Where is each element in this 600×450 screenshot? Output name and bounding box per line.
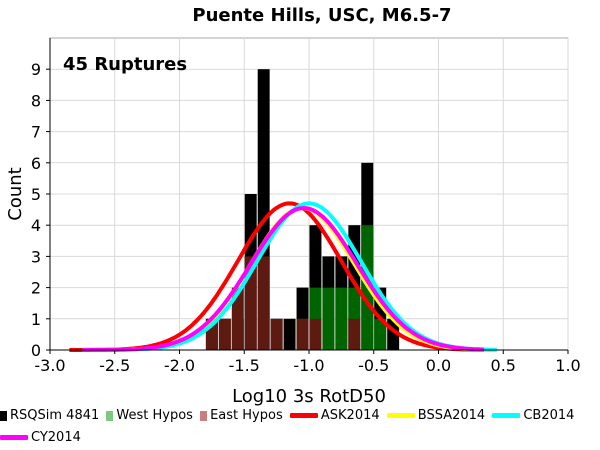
- legend-label: RSQSim 4841: [10, 408, 100, 423]
- y-tick-labels: 0 1 2 3 4 5 6 7 8 9: [31, 60, 41, 360]
- x-tick-label: -1.5: [229, 356, 260, 375]
- legend-item-bssa2014: BSSA2014: [386, 405, 486, 427]
- legend-item-cb2014: CB2014: [492, 405, 574, 427]
- y-tick-label: 7: [31, 123, 41, 142]
- legend-swatch: [0, 435, 28, 440]
- bar-east-hypos: [348, 318, 361, 350]
- bar-east-hypos: [296, 318, 309, 350]
- bar-east-hypos: [231, 287, 244, 350]
- y-tick-label: 4: [31, 216, 41, 235]
- x-tick-label: 0.0: [426, 356, 451, 375]
- axes: [46, 38, 569, 354]
- chart-title: Puente Hills, USC, M6.5-7: [192, 5, 451, 26]
- legend: RSQSim 4841 West Hypos East Hypos ASK201…: [0, 405, 600, 449]
- x-axis-label: Log10 3s RotD50: [232, 386, 386, 407]
- y-tick-label: 3: [31, 247, 41, 266]
- x-tick-labels: -3.0 -2.5 -2.0 -1.5 -1.0 -0.5 0.0 0.5 1.0: [34, 356, 580, 375]
- legend-swatch: [0, 410, 7, 421]
- rupture-count-annotation: 45 Ruptures: [63, 54, 187, 75]
- legend-item-ask2014: ASK2014: [289, 405, 380, 427]
- legend-item-rsqsim: RSQSim 4841: [0, 405, 99, 427]
- x-tick-label: -1.0: [293, 356, 324, 375]
- legend-label: CY2014: [31, 430, 81, 445]
- y-tick-label: 9: [31, 60, 41, 79]
- y-tick-label: 8: [31, 91, 41, 110]
- legend-label: ASK2014: [320, 408, 380, 423]
- y-tick-label: 5: [31, 185, 41, 204]
- bar-west-hypos: [335, 287, 348, 350]
- x-tick-label: -0.5: [358, 356, 389, 375]
- legend-swatch: [386, 413, 415, 418]
- y-tick-label: 2: [31, 279, 41, 298]
- bar-east-hypos: [244, 256, 257, 350]
- legend-label: West Hypos: [116, 408, 193, 423]
- legend-swatch: [289, 413, 318, 418]
- bar-rsqsim-4841: [283, 318, 296, 350]
- bar-rsqsim-4841: [387, 318, 400, 350]
- bar-east-hypos: [205, 318, 218, 350]
- bar-west-hypos: [374, 318, 387, 350]
- curve-cy2014: [82, 206, 484, 352]
- legend-label: CB2014: [523, 408, 575, 423]
- x-tick-label: -2.0: [164, 356, 195, 375]
- bar-east-hypos: [218, 318, 231, 350]
- x-tick-label: 0.5: [491, 356, 516, 375]
- y-tick-label: 6: [31, 154, 41, 173]
- legend-item-east-hypos: East Hypos: [200, 405, 283, 427]
- gmpe-curves: [69, 201, 497, 352]
- y-tick-label: 0: [31, 341, 41, 360]
- bar-east-hypos: [270, 318, 283, 350]
- legend-item-cy2014: CY2014: [0, 427, 81, 449]
- bar-east-hypos: [309, 318, 322, 350]
- x-tick-label: -3.0: [34, 356, 65, 375]
- legend-swatch: [200, 410, 208, 421]
- bar-rsqsim-4841: [257, 69, 270, 350]
- legend-label: BSSA2014: [417, 408, 486, 423]
- bar-east-hypos: [257, 256, 270, 350]
- legend-item-west-hypos: West Hypos: [106, 405, 193, 427]
- bar-west-hypos: [322, 287, 335, 350]
- legend-swatch: [492, 413, 521, 418]
- legend-swatch: [106, 410, 114, 421]
- y-tick-label: 1: [31, 310, 41, 329]
- x-tick-label: -2.5: [99, 356, 130, 375]
- y-axis-label: Count: [5, 167, 26, 220]
- x-tick-label: 1.0: [555, 356, 580, 375]
- legend-label: East Hypos: [210, 408, 283, 423]
